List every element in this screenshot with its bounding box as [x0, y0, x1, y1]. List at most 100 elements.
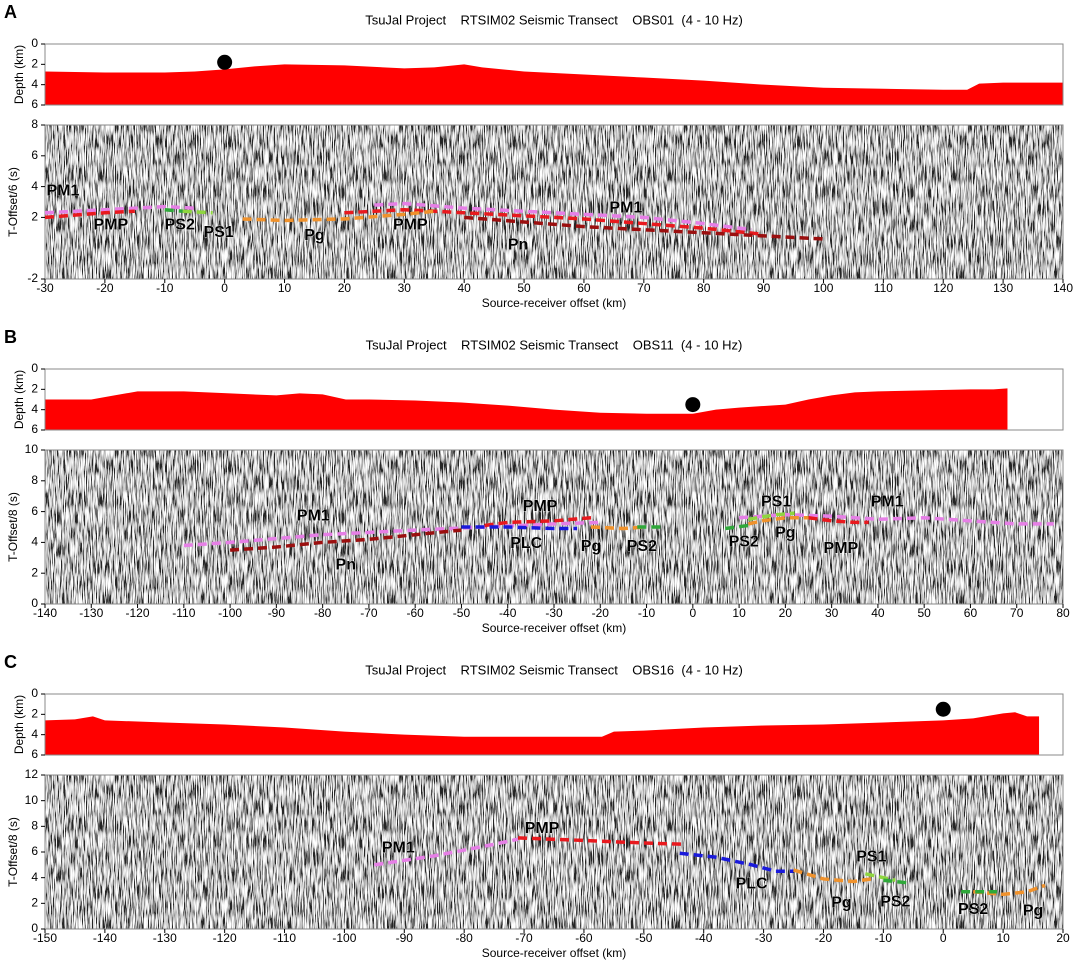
- y-tick-label: 0: [31, 686, 38, 700]
- y-tick-label: 2: [31, 707, 38, 721]
- x-tick-label: -10: [156, 281, 174, 295]
- y-tick-label: 6: [31, 148, 38, 162]
- x-tick-label: 10: [732, 606, 746, 620]
- phase-pick: [883, 878, 998, 894]
- phase-label: PS2: [729, 534, 759, 551]
- x-tick-label: -90: [268, 606, 286, 620]
- y-tick-label: 4: [31, 402, 38, 416]
- x-tick-label: -20: [592, 606, 610, 620]
- station-marker: [685, 397, 701, 413]
- x-axis-label: Source-receiver offset (km): [482, 946, 627, 960]
- x-tick-label: -70: [515, 931, 533, 945]
- x-tick-label: 40: [457, 281, 471, 295]
- x-axis-label: Source-receiver offset (km): [482, 296, 627, 310]
- x-tick-label: -50: [453, 606, 471, 620]
- y-tick-label: 10: [25, 793, 39, 807]
- y-tick-label: 0: [31, 596, 38, 610]
- phase-label: PS2: [880, 893, 910, 910]
- y-tick-label: 6: [31, 97, 38, 111]
- x-tick-label: -30: [755, 931, 773, 945]
- phase-pick: [182, 209, 213, 215]
- phase-pick: [865, 872, 896, 882]
- x-tick-label: -50: [635, 931, 653, 945]
- x-tick-label: 10: [996, 931, 1010, 945]
- x-tick-label: 120: [933, 281, 953, 295]
- x-tick-label: -130: [153, 931, 177, 945]
- x-tick-label: 20: [779, 606, 793, 620]
- x-tick-label: -30: [545, 606, 563, 620]
- y-tick-label: 0: [31, 921, 38, 935]
- y-tick-label: 2: [31, 57, 38, 71]
- x-axis-label: Source-receiver offset (km): [482, 621, 627, 635]
- x-tick-label: 80: [1056, 606, 1070, 620]
- phase-label: Pg: [304, 227, 324, 244]
- x-tick-label: -130: [79, 606, 103, 620]
- y-tick-label: 2: [31, 565, 38, 579]
- panel: B TsuJal Project RTSIM02 Seismic Transect…: [4, 327, 1070, 635]
- phase-label: Pg: [1023, 902, 1043, 919]
- phase-pick: [748, 511, 795, 522]
- x-tick-label: 10: [278, 281, 292, 295]
- y-axis-label: Depth (km): [12, 695, 26, 754]
- bathymetry-area: [45, 388, 1008, 430]
- y-axis-label: T-Offset/6 (s): [6, 167, 20, 237]
- panel: C TsuJal Project RTSIM02 Seismic Transect…: [4, 652, 1070, 960]
- x-tick-label: 50: [918, 606, 932, 620]
- x-tick-label: 90: [757, 281, 771, 295]
- y-axis-label: Depth (km): [12, 45, 26, 104]
- phase-label: Pg: [831, 895, 851, 912]
- axes-frame: [44, 368, 1064, 431]
- y-tick-label: 8: [31, 819, 38, 833]
- phase-label: Pn: [336, 557, 356, 574]
- phase-label: PS2: [165, 216, 195, 233]
- phase-label: PLC: [736, 875, 768, 892]
- x-tick-label: -40: [695, 931, 713, 945]
- phase-label: PMP: [824, 540, 859, 557]
- y-tick-label: 12: [25, 767, 39, 781]
- panel-label: A: [4, 2, 17, 22]
- x-tick-label: 40: [871, 606, 885, 620]
- phase-pick: [461, 525, 578, 531]
- phase-label: Pn: [508, 236, 528, 253]
- y-tick-label: 2: [31, 210, 38, 224]
- phase-label: PM1: [47, 182, 80, 199]
- bathymetry-area: [45, 64, 1063, 105]
- phase-pick: [374, 837, 519, 867]
- phase-label: PM1: [609, 199, 642, 216]
- phase-label: PMP: [393, 216, 428, 233]
- x-tick-label: -140: [93, 931, 117, 945]
- x-tick-label: 50: [517, 281, 531, 295]
- phase-pick: [637, 523, 749, 531]
- x-tick-label: -110: [273, 931, 296, 945]
- y-tick-label: 4: [31, 77, 38, 91]
- x-tick-label: -90: [396, 931, 414, 945]
- y-tick-label: 8: [31, 117, 38, 131]
- x-tick-label: -150: [33, 931, 57, 945]
- y-tick-label: 6: [31, 422, 38, 436]
- phase-label: PLC: [510, 535, 542, 552]
- y-tick-label: 0: [31, 36, 38, 50]
- y-tick-label: 2: [31, 896, 38, 910]
- x-tick-label: 100: [813, 281, 833, 295]
- x-tick-label: -140: [33, 606, 57, 620]
- phase-pick: [464, 215, 824, 241]
- phase-pick: [793, 868, 1046, 897]
- x-tick-label: -60: [407, 606, 425, 620]
- phase-pick: [183, 512, 1054, 548]
- panel-title: TsuJal Project RTSIM02 Seismic Transect …: [365, 12, 743, 27]
- x-tick-label: -10: [875, 931, 893, 945]
- y-tick-label: 4: [31, 727, 38, 741]
- x-tick-label: -60: [575, 931, 593, 945]
- x-tick-label: 110: [874, 281, 893, 295]
- seismic-section: [45, 125, 1063, 279]
- phase-pick: [518, 836, 686, 847]
- phase-pick: [44, 207, 764, 237]
- y-tick-label: 10: [25, 442, 39, 456]
- x-tick-label: 60: [964, 606, 978, 620]
- x-tick-label: 60: [577, 281, 591, 295]
- phase-pick: [44, 201, 752, 232]
- x-tick-label: 70: [1010, 606, 1024, 620]
- phase-label: PMP: [525, 820, 560, 837]
- x-tick-label: 80: [697, 281, 711, 295]
